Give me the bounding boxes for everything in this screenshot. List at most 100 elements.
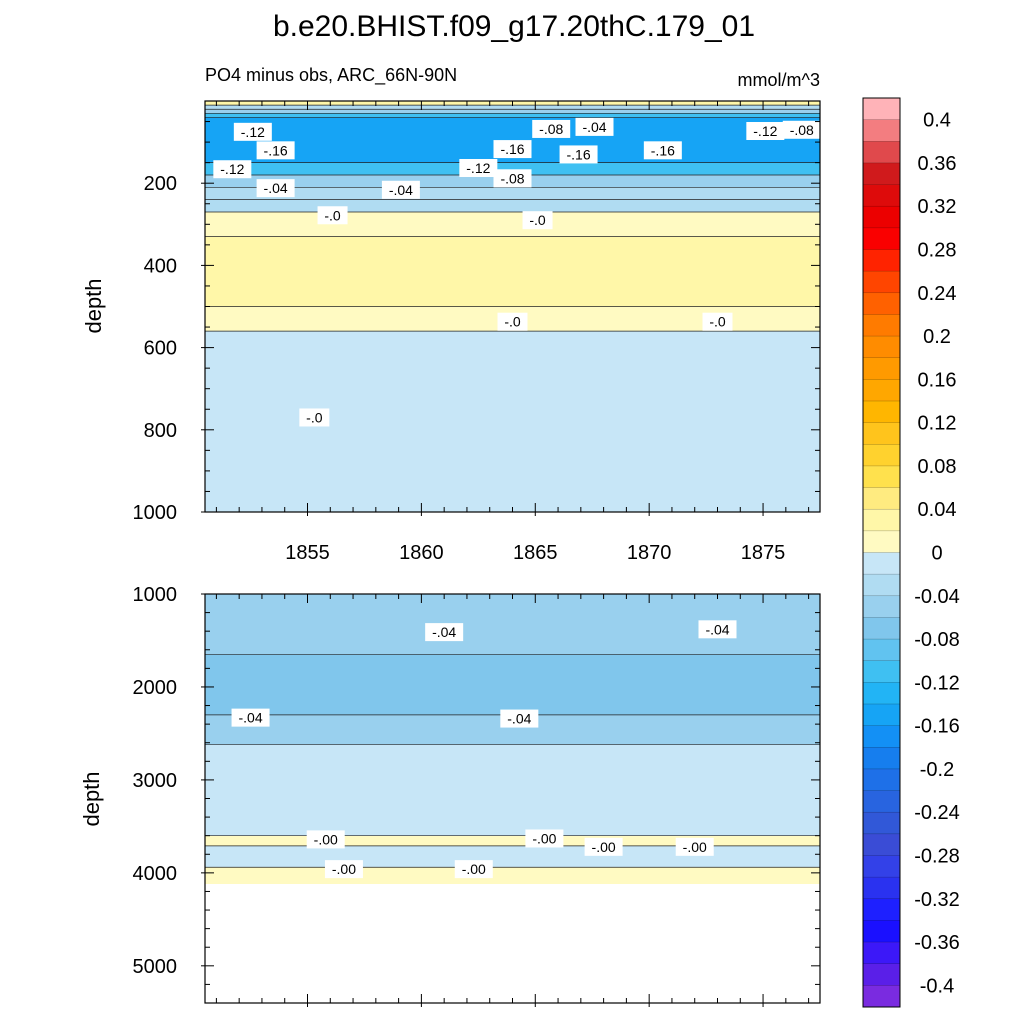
colorbar-tick-label: 0.36 [918,153,957,175]
contour-label-box [231,708,270,727]
contour-label: -.04 [264,180,288,196]
contour-label: -.00 [314,831,338,847]
colorbar-swatch [863,898,900,921]
colorbar-swatch [863,357,900,380]
contour-label-box [675,837,714,856]
colorbar-tick-label: -0.16 [914,716,960,738]
contour-label: -.16 [264,142,288,158]
units-label: mmol/m^3 [738,70,820,90]
contour-label-box [299,408,330,427]
colorbar-swatch [863,422,900,445]
contour-label: -.00 [332,861,356,877]
upper-panel: -.12 -.08 -.04 -.12 -.08-.16 -.16 -.16 -.16-.12… [81,100,821,564]
contour-label-box [493,140,532,159]
contour-label-box [782,120,821,139]
y-tick-label: 400 [144,255,177,277]
colorbar-swatch [863,747,900,770]
upper-y-axis-label: depth [81,278,106,333]
contour-label: -.08 [539,121,563,137]
contour-label: -.08 [790,122,814,138]
contour-label-box [525,829,564,848]
colorbar-tick-label: 0.32 [918,196,957,218]
colorbar-swatch [863,98,900,120]
colorbar-tick-label: 0.4 [923,110,951,132]
y-tick-label: 3000 [133,770,178,792]
contour-label-box [213,160,252,179]
contour-label: -.12 [753,123,777,139]
colorbar-swatch [863,574,900,597]
contour-band [205,162,820,175]
contour-label: -.00 [592,839,616,855]
y-tick-label: 800 [144,420,177,442]
contour-label-box [522,211,553,230]
contour-label-box [454,860,493,879]
colorbar-swatch [863,509,900,532]
contour-band [205,867,820,885]
colorbar-tick-label: -0.08 [914,629,960,651]
colorbar-tick-label: -0.2 [920,759,954,781]
colorbar-tick-label: 0.08 [918,456,957,478]
colorbar-swatch [863,141,900,164]
y-tick-label: 200 [144,173,177,195]
contour-label-box [233,122,272,141]
contour-label-box [559,145,598,164]
colorbar-tick-label: 0 [931,543,942,565]
colorbar-swatch [863,595,900,618]
contour-label-box [532,119,571,138]
colorbar-swatch [863,465,900,488]
left-subtitle: PO4 minus obs, ARC_66N-90N [205,65,457,86]
contour-label: -.00 [532,830,556,846]
contour-band [205,109,820,114]
colorbar-swatch [863,639,900,662]
y-tick-label: 2000 [133,677,178,699]
colorbar-tick-label: 0.16 [918,369,957,391]
contour-label: -.00 [683,839,707,855]
contour-label: -.00 [462,861,486,877]
contour-label-box [381,180,420,199]
contour-label-box [493,169,532,188]
contour-label: -.08 [500,170,524,186]
colorbar-swatch [863,206,900,229]
colorbar-swatch [863,552,900,575]
colorbar-swatch [863,487,900,510]
contour-label: -.12 [220,161,244,177]
contour-band [205,187,820,200]
contour-label: -.04 [582,119,606,135]
contour-label-box [575,117,614,136]
colorbar-tick-label: -0.28 [914,846,960,868]
y-tick-label: 1000 [133,584,178,606]
colorbar-swatch [863,119,900,142]
lower-panel: -.04 -.04 -.04 -.04 -.00 -.00 -.00 -.00 -.00 -.00… [79,584,821,1007]
colorbar-swatch [863,379,900,402]
colorbar-swatch [863,314,900,337]
contour-label-box [643,141,682,160]
contour-label: -.0 [306,409,323,425]
contour-label-box [256,179,295,198]
contour-label-box [459,158,498,177]
contour-label: -.0 [504,314,521,330]
colorbar-swatch [863,162,900,185]
chart-title: b.e20.BHIST.f09_g17.20thC.179_01 [273,10,755,43]
contour-label-box [698,620,737,639]
colorbar-swatch [863,833,900,856]
colorbar-swatch [863,855,900,878]
colorbar-swatch [863,812,900,835]
colorbar-swatch [863,401,900,423]
colorbar-swatch [863,768,900,791]
colorbar-tick-label: -0.32 [914,889,960,911]
contour-label: -.04 [389,182,413,198]
colorbar-tick-label: 0.2 [923,326,951,348]
contour-label-box [500,709,539,728]
colorbar-swatch [863,963,900,986]
colorbar-swatch [863,617,900,640]
contour-band [205,331,820,512]
y-tick-label: 1000 [133,502,178,524]
contour-label: -.04 [238,710,262,726]
contour-band [205,113,820,118]
x-tick-label: 1855 [285,542,330,564]
contour-label-box [584,837,623,856]
x-tick-label: 1860 [399,542,444,564]
contour-label: -.12 [466,160,490,176]
colorbar-swatch [863,704,900,726]
missing-data-region [205,884,820,1003]
